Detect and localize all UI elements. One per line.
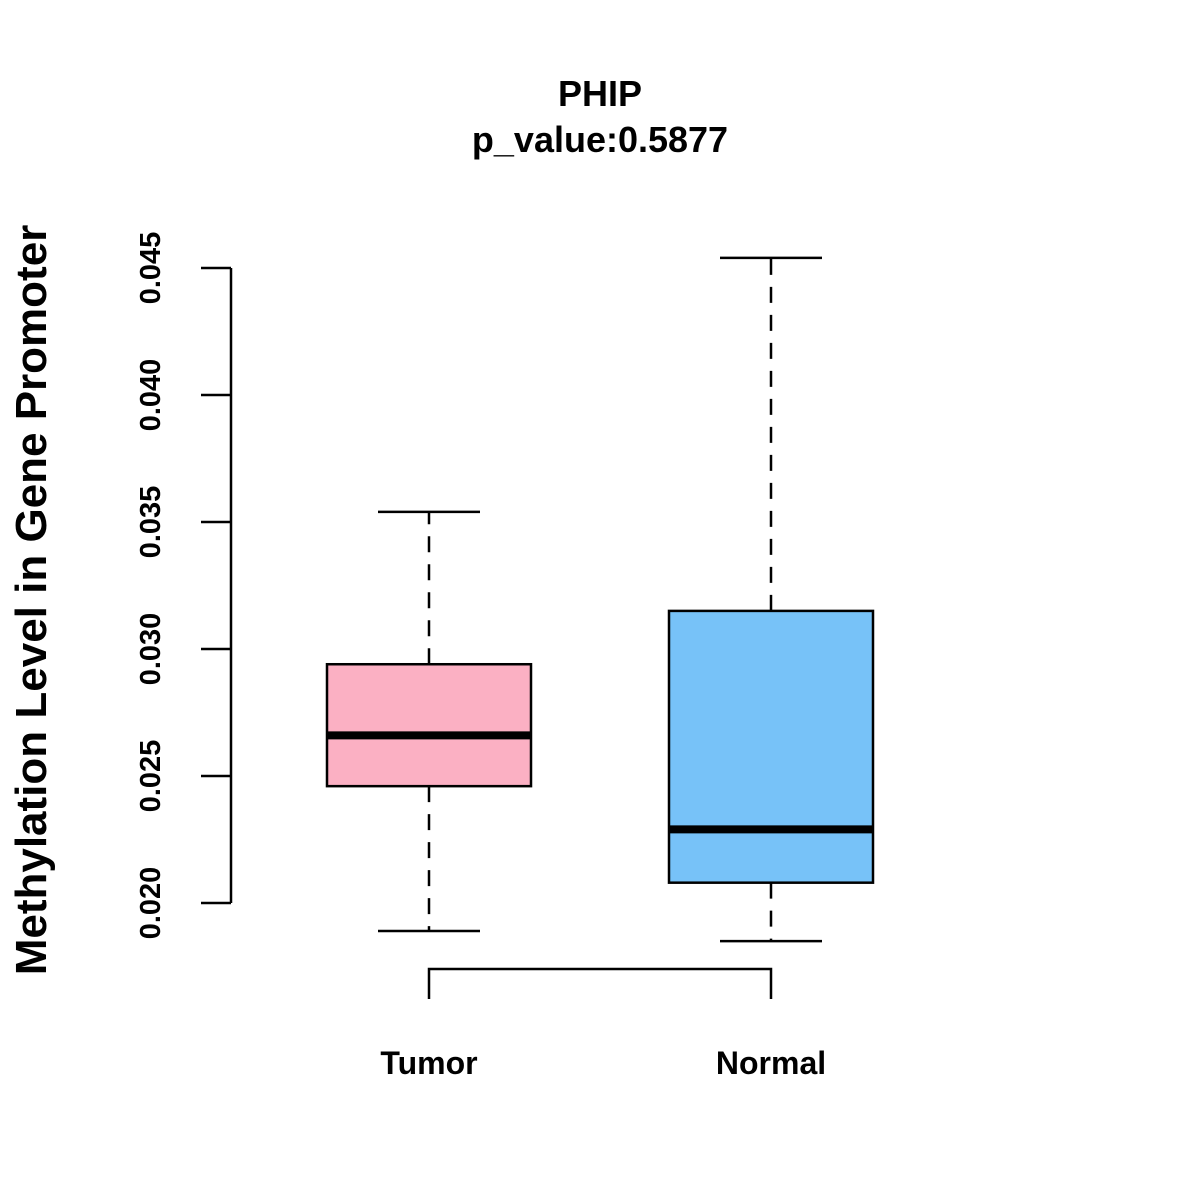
y-axis: 0.020 0.025 0.030 0.035 0.040 0.045: [135, 232, 233, 940]
y-tick-label: 0.025: [135, 740, 167, 813]
comparison-bracket: [427, 967, 773, 999]
chart-subtitle: p_value:0.5877: [472, 119, 728, 160]
y-tick-label: 0.020: [135, 867, 167, 940]
box-normal: [667, 256, 875, 943]
y-tick-label: 0.045: [135, 232, 167, 305]
y-axis-label: Methylation Level in Gene Promoter: [7, 225, 56, 976]
iqr-box: [325, 662, 533, 788]
x-axis-labels: Tumor Normal: [380, 1045, 826, 1081]
y-tick-label: 0.030: [135, 613, 167, 686]
bracket-line: [427, 967, 773, 999]
y-tick-label: 0.040: [135, 359, 167, 432]
iqr-box: [667, 609, 875, 884]
chart-title: PHIP: [558, 73, 642, 114]
boxes: [325, 256, 875, 943]
x-category-label: Tumor: [380, 1045, 477, 1081]
x-category-label: Normal: [716, 1045, 826, 1081]
box-tumor: [325, 510, 533, 933]
y-tick-label: 0.035: [135, 486, 167, 559]
